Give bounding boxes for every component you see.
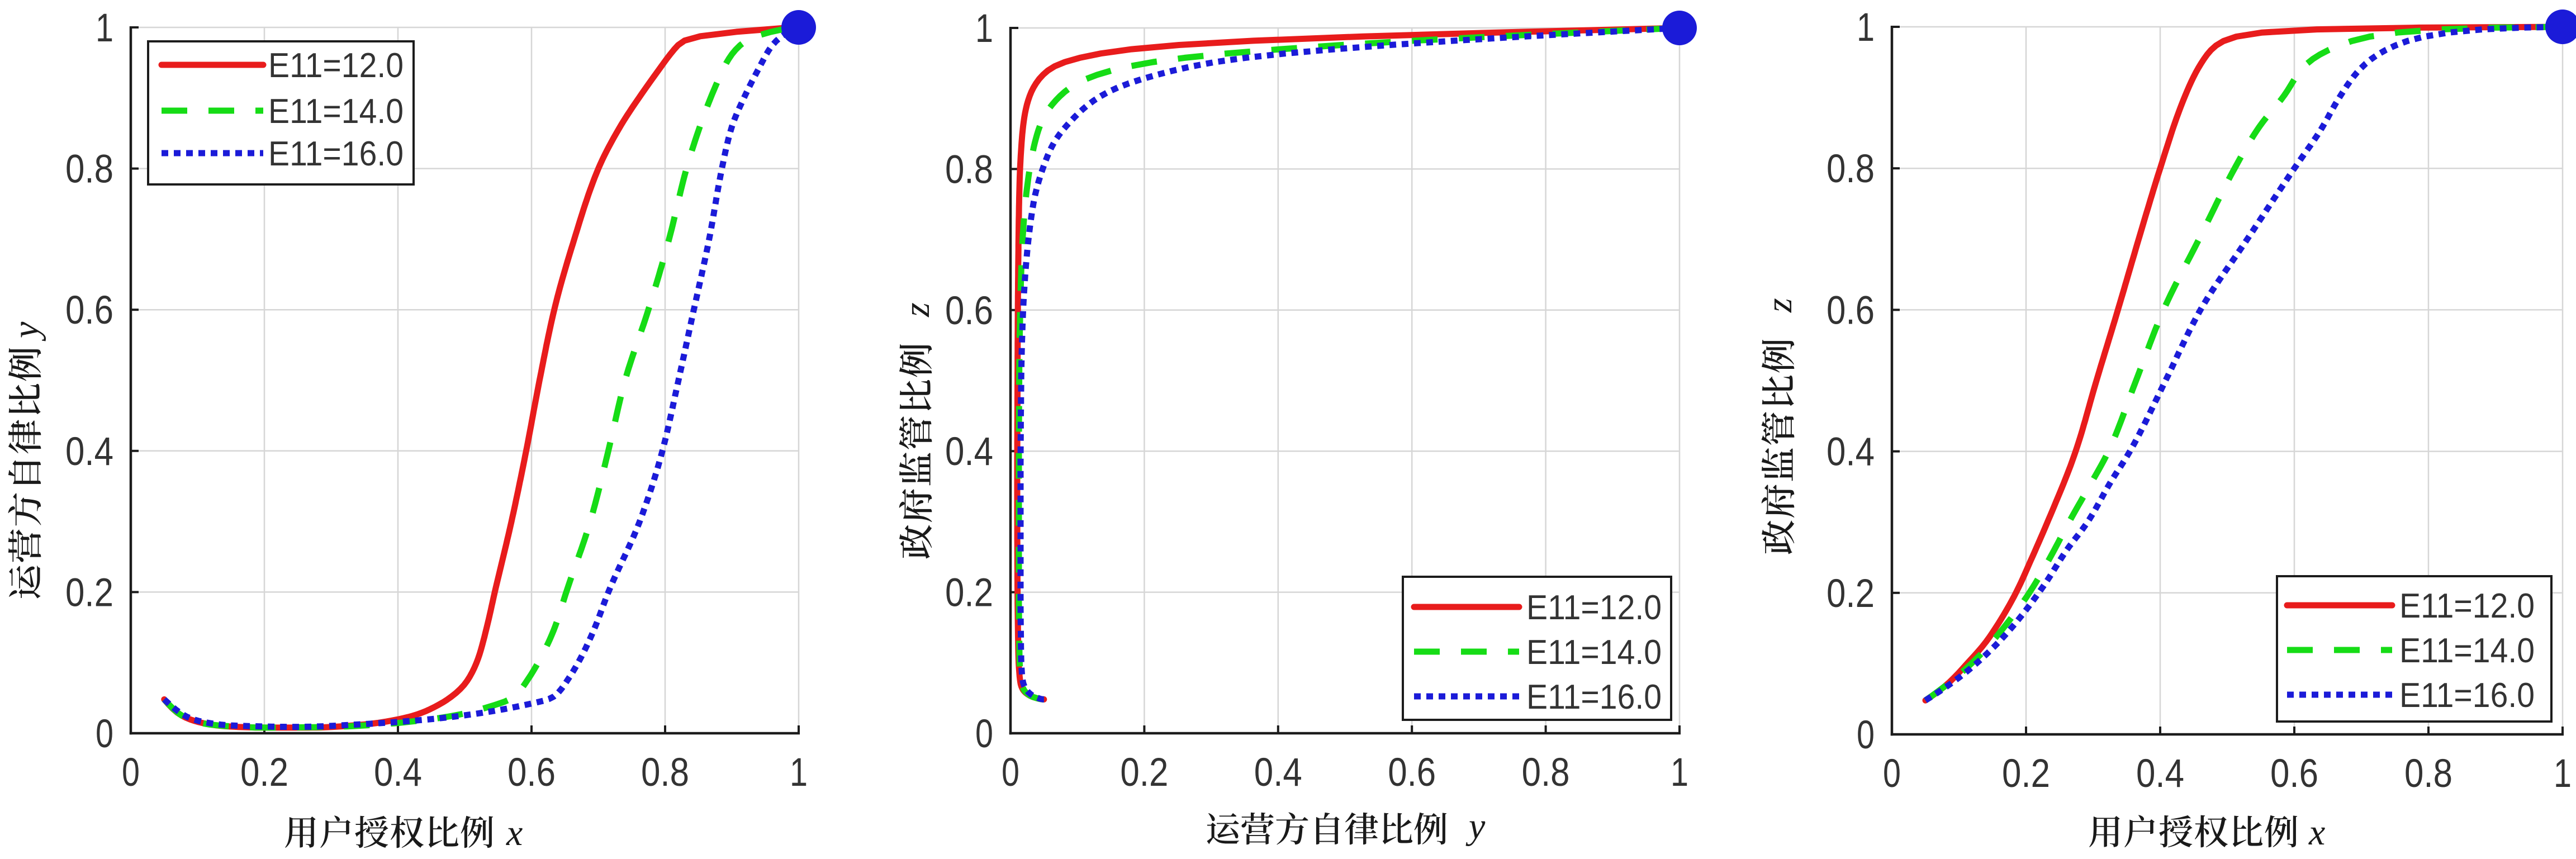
svg-text:z: z (1759, 298, 1800, 313)
svg-text:0.4: 0.4 (1827, 430, 1875, 474)
svg-text:0.2: 0.2 (65, 571, 113, 615)
svg-text:E11=16.0: E11=16.0 (268, 135, 404, 173)
svg-text:E11=14.0: E11=14.0 (1526, 633, 1662, 672)
svg-text:0.6: 0.6 (945, 289, 993, 333)
svg-text:0: 0 (96, 712, 113, 756)
svg-text:0.6: 0.6 (507, 751, 556, 795)
svg-text:0.4: 0.4 (374, 751, 422, 795)
svg-text:x: x (506, 813, 523, 853)
svg-text:0.2: 0.2 (2002, 752, 2050, 796)
svg-text:z: z (896, 302, 937, 317)
svg-text:0: 0 (1883, 752, 1901, 796)
svg-text:1: 1 (2554, 752, 2572, 796)
svg-text:0.2: 0.2 (240, 751, 288, 795)
svg-text:1: 1 (975, 7, 993, 51)
svg-text:0.4: 0.4 (2136, 752, 2184, 796)
svg-text:0.6: 0.6 (65, 288, 113, 333)
svg-text:1: 1 (1857, 6, 1875, 50)
svg-text:0: 0 (1002, 751, 1019, 795)
svg-text:0.4: 0.4 (945, 430, 993, 474)
svg-text:0.2: 0.2 (1827, 572, 1875, 616)
svg-text:0.6: 0.6 (1388, 751, 1436, 795)
svg-text:0.4: 0.4 (1254, 751, 1302, 795)
svg-text:E11=16.0: E11=16.0 (1526, 678, 1662, 716)
svg-text:0: 0 (1857, 713, 1875, 757)
svg-text:0.4: 0.4 (65, 430, 113, 474)
svg-text:E11=12.0: E11=12.0 (2399, 587, 2535, 625)
svg-text:x: x (2308, 812, 2325, 853)
svg-text:E11=14.0: E11=14.0 (268, 92, 404, 131)
svg-text:0.8: 0.8 (1522, 751, 1570, 795)
svg-text:0.8: 0.8 (2404, 752, 2452, 796)
svg-text:0: 0 (975, 712, 993, 756)
svg-text:1: 1 (96, 6, 113, 50)
svg-text:0.2: 0.2 (1120, 751, 1168, 795)
svg-text:y: y (6, 321, 46, 341)
svg-text:1: 1 (1671, 751, 1688, 795)
svg-text:0.8: 0.8 (641, 751, 689, 795)
svg-text:0.2: 0.2 (945, 571, 993, 615)
svg-text:0.8: 0.8 (65, 148, 113, 192)
svg-text:E11=16.0: E11=16.0 (2399, 676, 2535, 715)
svg-text:1: 1 (790, 751, 808, 795)
svg-text:E11=12.0: E11=12.0 (1526, 589, 1662, 627)
svg-text:0.8: 0.8 (945, 148, 993, 192)
svg-text:E11=14.0: E11=14.0 (2399, 632, 2535, 670)
svg-text:0.8: 0.8 (1827, 147, 1875, 191)
svg-text:E11=12.0: E11=12.0 (268, 46, 404, 85)
svg-text:0.6: 0.6 (2270, 752, 2318, 796)
svg-text:0: 0 (122, 751, 140, 795)
svg-text:y: y (1465, 806, 1486, 847)
svg-text:0.6: 0.6 (1827, 288, 1875, 333)
